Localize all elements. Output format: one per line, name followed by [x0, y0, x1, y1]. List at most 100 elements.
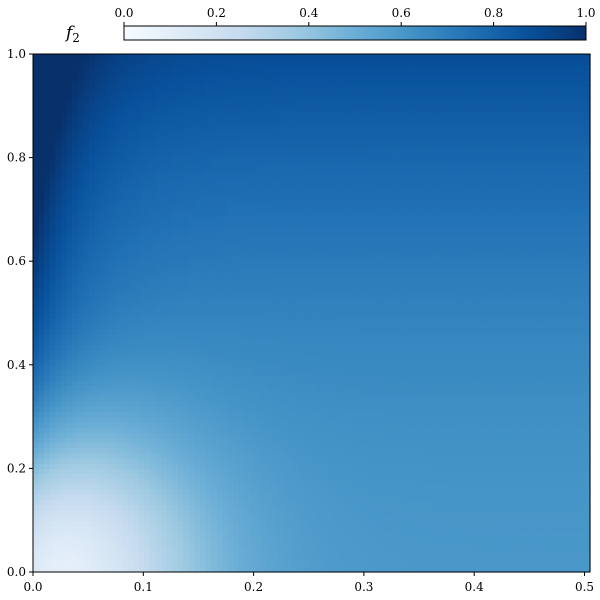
heatmap-cell [495, 411, 502, 418]
heatmap-cell [439, 535, 446, 542]
heatmap-cell [411, 540, 418, 547]
heatmap-cell [66, 489, 73, 495]
heatmap-cell [239, 406, 246, 413]
heatmap-cell [395, 421, 402, 428]
heatmap-cell [478, 473, 485, 480]
heatmap-cell [478, 432, 485, 438]
heatmap-cell [434, 556, 441, 563]
heatmap-cell [161, 421, 168, 428]
heatmap-cell [172, 494, 179, 501]
heatmap-cell [133, 551, 140, 558]
heatmap-cell [110, 561, 118, 568]
heatmap-cell [177, 447, 184, 454]
heatmap-cell [417, 452, 424, 459]
heatmap-cell [512, 473, 519, 480]
heatmap-cell [38, 426, 45, 433]
heatmap-cell [261, 494, 268, 501]
heatmap-cell [383, 473, 391, 480]
heatmap-cell [144, 473, 151, 480]
heatmap-cell [294, 442, 301, 449]
heatmap-cell [461, 318, 469, 324]
heatmap-cell [33, 447, 40, 454]
heatmap-cell [239, 489, 246, 495]
heatmap-cell [244, 556, 251, 563]
heatmap-cell [99, 473, 107, 480]
heatmap-cell [233, 411, 240, 418]
heatmap-cell [194, 483, 201, 490]
heatmap-cell [205, 411, 212, 418]
heatmap-cell [411, 535, 418, 542]
heatmap-cell [250, 375, 257, 381]
heatmap-cell [322, 323, 329, 330]
heatmap-cell [473, 520, 480, 526]
heatmap-cell [506, 447, 513, 454]
heatmap-cell [211, 535, 218, 542]
heatmap-cell [194, 489, 201, 495]
heatmap-cell [467, 540, 474, 547]
heatmap-cell [556, 483, 563, 490]
heatmap-cell [473, 328, 480, 335]
heatmap-cell [194, 504, 201, 511]
heatmap-cell [116, 426, 123, 433]
heatmap-cell [406, 323, 413, 330]
heatmap-cell [60, 499, 68, 506]
heatmap-cell [239, 344, 246, 350]
heatmap-cell [255, 535, 262, 542]
heatmap-cell [161, 380, 168, 387]
heatmap-cell [222, 463, 229, 469]
heatmap-cell [322, 432, 329, 438]
heatmap-cell [545, 411, 552, 418]
heatmap-cell [88, 566, 95, 573]
heatmap-cell [222, 535, 229, 542]
heatmap-cell [411, 411, 418, 418]
heatmap-cell [539, 515, 547, 521]
heatmap-cell [33, 499, 40, 506]
heatmap-cell [317, 525, 324, 532]
heatmap-cell [133, 546, 140, 552]
heatmap-cell [478, 385, 485, 392]
heatmap-cell [49, 318, 56, 324]
heatmap-cell [356, 458, 363, 464]
heatmap-cell [99, 426, 107, 433]
heatmap-cell [534, 395, 541, 402]
heatmap-cell [88, 515, 95, 521]
heatmap-cell [266, 364, 274, 371]
heatmap-cell [94, 442, 101, 449]
heatmap-cell [133, 509, 140, 516]
heatmap-cell [266, 338, 274, 345]
heatmap-cell [250, 354, 257, 361]
heatmap-cell [500, 401, 508, 407]
heatmap-cell [584, 323, 591, 330]
heatmap-cell [439, 478, 446, 485]
heatmap-cell [49, 473, 56, 480]
heatmap-cell [556, 354, 563, 361]
heatmap-cell [177, 411, 184, 418]
heatmap-cell [578, 566, 586, 573]
heatmap-cell [255, 468, 262, 475]
heatmap-cell [434, 478, 441, 485]
heatmap-cell [395, 566, 402, 573]
heatmap-cell [200, 380, 207, 387]
heatmap-cell [200, 556, 207, 563]
heatmap-cell [567, 395, 574, 402]
heatmap-cell [110, 483, 118, 490]
heatmap-cell [200, 520, 207, 526]
heatmap-cell [450, 535, 457, 542]
heatmap-cell [127, 369, 134, 376]
heatmap-cell [339, 494, 346, 501]
heatmap-cell [473, 551, 480, 558]
heatmap-cell [389, 313, 396, 319]
heatmap-cell [289, 535, 296, 542]
heatmap-cell [94, 411, 101, 418]
heatmap-cell [261, 566, 268, 573]
heatmap-cell [333, 468, 340, 475]
heatmap-cell [545, 390, 552, 397]
heatmap-cell [322, 313, 329, 319]
heatmap-cell [517, 515, 524, 521]
heatmap-cell [562, 478, 569, 485]
heatmap-cell [445, 426, 452, 433]
heatmap-cell [578, 426, 586, 433]
heatmap-cell [562, 509, 569, 516]
heatmap-cell [461, 432, 469, 438]
heatmap-cell [567, 478, 574, 485]
